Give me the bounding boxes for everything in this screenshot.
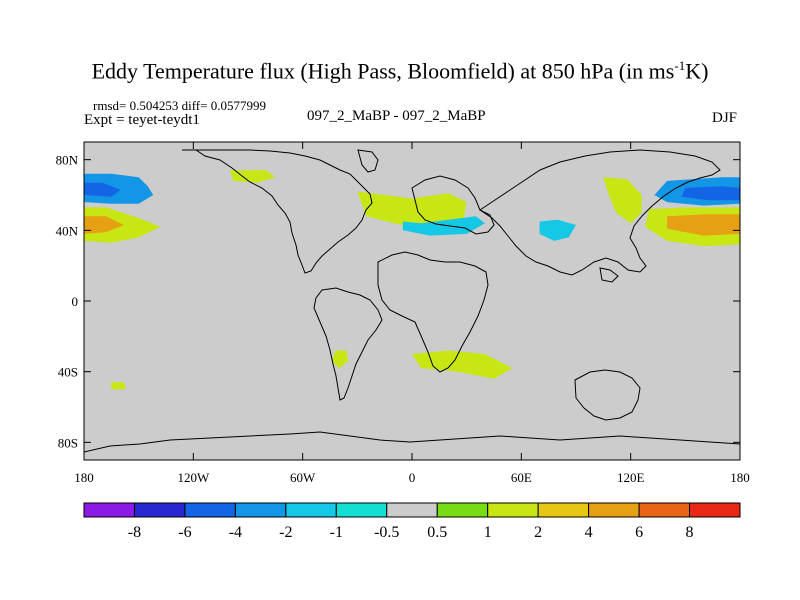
y-tick-label: 40S [58,365,78,380]
colorbar-swatch [689,502,741,518]
anomaly-region-1 [84,182,121,197]
season-label: DJF [712,110,738,126]
colorbar-label: -2 [279,524,292,541]
colorbar-swatch [83,502,135,518]
anomaly-region-8 [603,177,642,224]
chart-title: Eddy Temperature flux (High Pass, Bloomf… [91,58,709,84]
colorbar-label: 8 [686,524,694,541]
x-tick-label: 60W [290,470,316,485]
x-tick-label: 0 [409,470,416,485]
y-tick-label: 0 [72,294,79,309]
anomaly-region-14 [412,350,513,379]
anomaly-region-13 [331,350,349,369]
colorbar-label: 6 [635,524,643,541]
colorbar-swatch [537,502,590,518]
colorbar-swatch [487,502,539,518]
colorbar-swatch [184,502,236,518]
colorbar-label: 0.5 [427,524,447,541]
anomaly-region-9 [357,191,467,231]
colorbar-swatch [335,502,388,518]
colorbar-swatch [638,502,691,518]
x-tick-label: 180 [730,470,750,485]
anomaly-region-0 [84,173,154,204]
x-tick-label: 180 [74,470,94,485]
coastlines [84,149,740,453]
colorbar-label: -1 [330,524,343,541]
colorbar-swatch [588,502,640,518]
colorbar-swatch [133,502,186,518]
colorbar-swatch [285,502,337,518]
colorbar-label: 4 [585,524,593,541]
y-tick-label: 80N [56,153,79,168]
x-tick-label: 60E [511,470,532,485]
colorbar-swatch [234,502,287,518]
anomaly-region-5 [681,186,740,201]
colorbar-label: -6 [178,524,191,541]
anomaly-region-15 [111,382,126,390]
anomaly-region-12 [229,170,276,183]
colorbar: -8 -6 -4 -2 -1 -0.5 0.5 1 2 4 6 8 [83,502,741,541]
anomaly-region-11 [539,219,576,241]
axes: 180 120W 60W 0 60E 120E 180 80N 40N 0 40S 80S [56,142,750,485]
colorbar-label: 2 [534,524,542,541]
x-tick-label: 120E [617,470,645,485]
anomaly-region-7 [667,214,740,236]
anomaly-regions [84,170,740,390]
y-tick-label: 40N [56,223,79,238]
anomaly-region-3 [84,216,125,234]
case-label: 097_2_MaBP - 097_2_MaBP [307,108,486,124]
colorbar-swatch [386,502,438,518]
colorbar-swatch [436,502,489,518]
y-tick-label: 80S [58,435,78,450]
colorbar-label: -8 [128,524,141,541]
colorbar-label: -0.5 [374,524,399,541]
stats-line: rmsd= 0.504253 diff= 0.0577999 [93,98,266,113]
x-tick-label: 120W [177,470,210,485]
experiment-label: Expt = teyet-teydt1 [84,112,200,128]
colorbar-label: -4 [229,524,242,541]
colorbar-label: 1 [484,524,492,541]
anomaly-region-10 [402,216,485,236]
